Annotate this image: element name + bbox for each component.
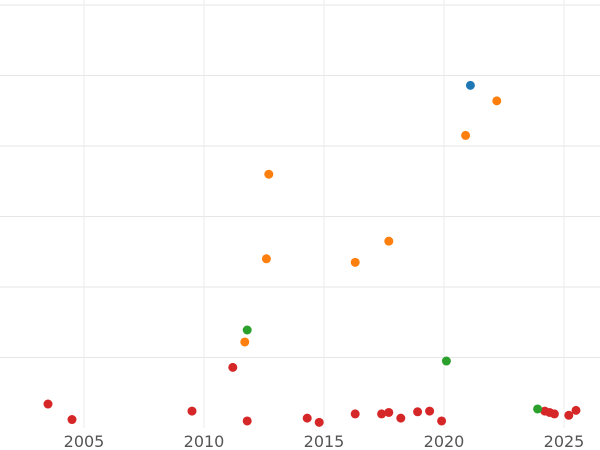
point-s0-3	[228, 362, 238, 372]
plot-background	[0, 0, 600, 428]
point-s0-13	[437, 416, 447, 426]
point-s0-9	[384, 407, 394, 417]
point-s0-2	[187, 406, 197, 416]
point-s0-0	[43, 399, 53, 409]
data-points	[43, 80, 581, 427]
point-s1-5	[461, 130, 471, 140]
point-s2-1	[441, 356, 451, 366]
point-s0-16	[549, 409, 559, 419]
point-s0-6	[314, 417, 324, 427]
point-s0-17	[564, 410, 574, 420]
x-tick-label-1: 2010	[184, 432, 225, 450]
point-s1-6	[492, 96, 502, 106]
point-s0-8	[377, 409, 387, 419]
point-s0-7	[350, 409, 360, 419]
point-s0-1	[67, 415, 77, 425]
point-s0-18	[571, 405, 581, 415]
x-tick-label-4: 2025	[544, 432, 585, 450]
point-s3-0	[465, 80, 475, 90]
point-s0-11	[413, 407, 423, 417]
point-s1-1	[261, 254, 271, 264]
point-s0-12	[425, 406, 435, 416]
point-s2-0	[242, 325, 252, 335]
point-s1-4	[384, 236, 394, 246]
point-s1-0	[240, 337, 250, 347]
x-tick-label-0: 2005	[64, 432, 105, 450]
x-tick-label-2: 2015	[304, 432, 345, 450]
point-s2-2	[533, 404, 543, 414]
point-s0-5	[302, 413, 312, 423]
point-s1-3	[350, 257, 360, 267]
grid	[0, 0, 600, 428]
x-tick-label-3: 2020	[424, 432, 465, 450]
point-s1-2	[264, 169, 274, 179]
point-s0-10	[396, 413, 406, 423]
point-s0-4	[242, 416, 252, 426]
x-axis-ticks: 2005 2010 2015 2020 2025	[64, 432, 585, 450]
